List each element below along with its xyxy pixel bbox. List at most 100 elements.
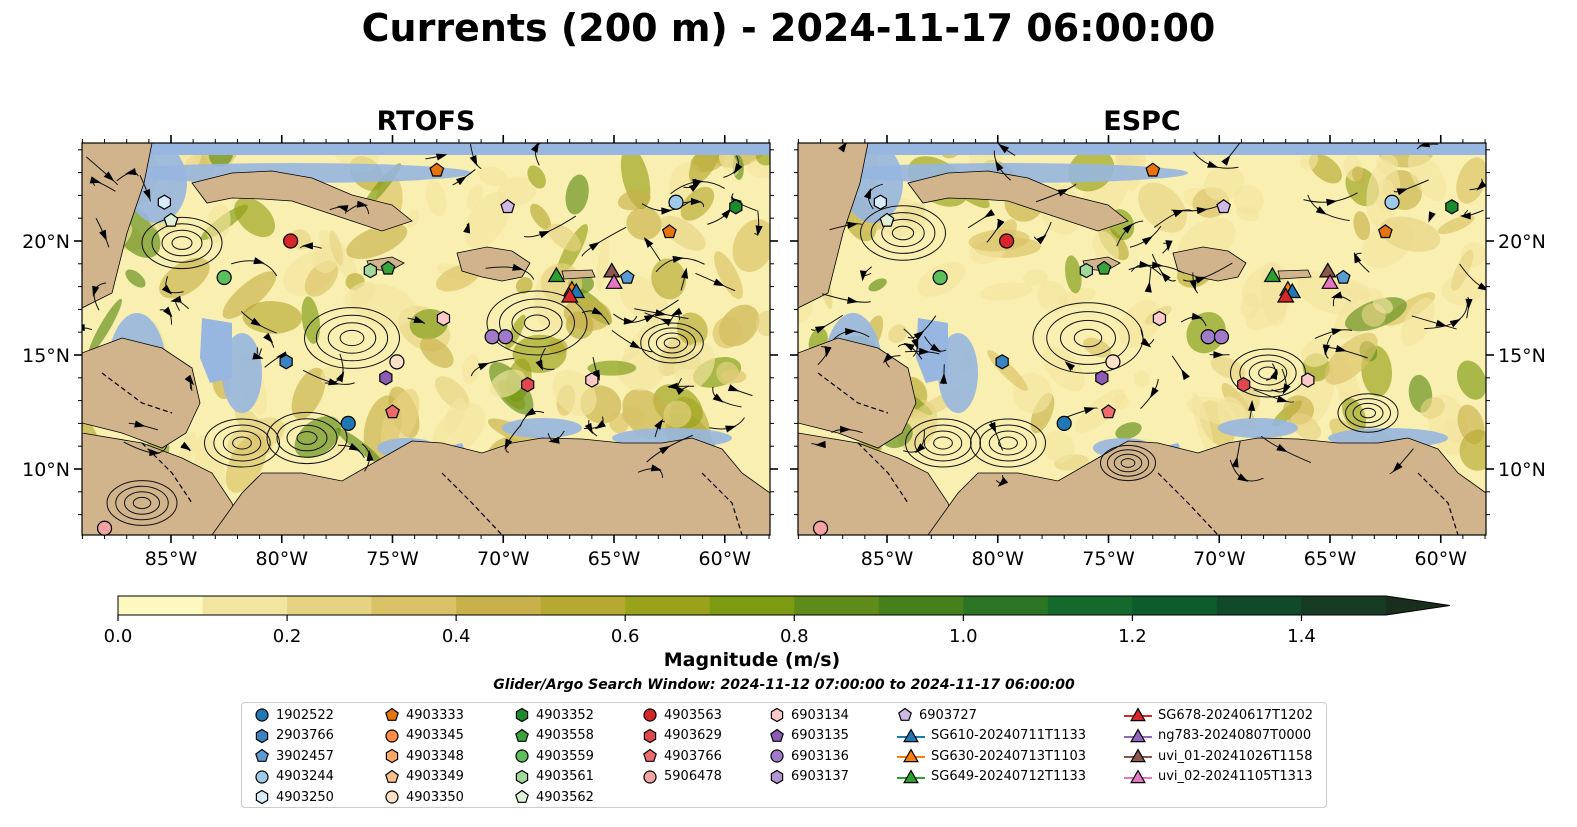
legend-item: 4903562 — [514, 789, 594, 805]
observation-marker — [283, 233, 299, 249]
colorbar-tick-label: 1.4 — [1287, 626, 1316, 647]
triangle-marker-icon — [897, 727, 925, 742]
legend-item: 4903349 — [384, 769, 464, 785]
triangle-marker-icon — [1124, 727, 1152, 742]
legend-item: 4903348 — [384, 748, 464, 764]
colorbar-tick-label: 0.0 — [104, 626, 133, 647]
hexagon-marker-icon — [515, 769, 529, 784]
legend-item: 6903135 — [769, 728, 849, 744]
x-tick-label: 65°W — [1304, 548, 1357, 570]
glider-marker — [602, 262, 621, 278]
legend-label: uvi_01-20241026T1158 — [1158, 748, 1313, 764]
glider-marker — [1276, 287, 1295, 303]
circle-marker-icon — [515, 749, 529, 763]
colorbar-segment — [709, 596, 795, 615]
legend-item: 5906478 — [642, 769, 722, 785]
y-tick-label: 15°N — [1498, 345, 1546, 367]
legend-item: 4903561 — [514, 769, 594, 785]
observation-marker — [995, 354, 1009, 370]
legend-item: SG678-20240617T1202 — [1124, 707, 1313, 723]
hexagon-marker-icon — [770, 707, 784, 723]
observation-marker — [1236, 376, 1251, 393]
x-tick-label: 85°W — [861, 548, 914, 570]
y-tick-label: 20°N — [22, 231, 70, 253]
panel-title-espc: ESPC — [1103, 106, 1181, 137]
legend-item: 3902457 — [254, 748, 334, 764]
legend: 1902522 2903766 3902457 4903244 4903250 49033… — [241, 702, 1327, 808]
glider-marker — [1321, 273, 1339, 289]
map-espc: 85°W 80°W 75°W 70°W 65°W 60°W 20°N 15°N 10°N — [790, 135, 1546, 570]
legend-item: 4903352 — [514, 707, 594, 723]
pentagon-marker-icon — [515, 728, 529, 742]
legend-item: 4903345 — [384, 728, 464, 744]
pentagon-marker-icon — [898, 707, 912, 721]
observation-marker — [363, 262, 377, 279]
colorbar-segment — [371, 596, 457, 615]
legend-label: 4903352 — [536, 707, 594, 723]
legend-label: SG610-20240711T1133 — [931, 728, 1087, 743]
observation-marker — [1445, 199, 1459, 215]
x-tick-label: 65°W — [588, 548, 641, 570]
colorbar-segment — [118, 596, 204, 615]
observation-marker — [1152, 310, 1167, 327]
observation-marker — [1079, 262, 1094, 279]
observation-marker — [96, 520, 113, 536]
legend-label: 6903136 — [791, 748, 849, 764]
observation-marker — [668, 194, 684, 210]
legend-item: 2903766 — [254, 728, 334, 744]
observation-marker — [216, 269, 232, 286]
legend-item: 6903134 — [769, 707, 849, 723]
legend-item: SG630-20240713T1103 — [897, 748, 1086, 764]
observation-marker — [1216, 199, 1232, 214]
colorbar-segment — [1047, 596, 1133, 615]
legend-label: SG678-20240617T1202 — [1158, 707, 1314, 723]
observation-marker — [619, 269, 635, 284]
legend-label: ng783-20240807T0000 — [1158, 728, 1312, 743]
observation-marker — [585, 372, 599, 388]
legend-item: 1902522 — [254, 707, 334, 723]
pentagon-marker-icon — [385, 707, 399, 721]
x-tick-label: 85°W — [145, 548, 198, 570]
legend-item: SG610-20240711T1133 — [897, 727, 1087, 744]
legend-label: 6903727 — [919, 707, 977, 723]
observation-marker — [932, 269, 948, 286]
observation-marker — [436, 310, 451, 327]
pentagon-marker-icon — [515, 789, 529, 803]
legend-item: uvi_01-20241026T1158 — [1124, 748, 1312, 764]
observation-marker — [1145, 162, 1161, 177]
legend-item: 6903137 — [769, 769, 849, 785]
legend-label: 4903345 — [406, 728, 464, 743]
observation-marker — [1101, 404, 1116, 419]
observation-marker — [380, 260, 396, 275]
legend-item: 6903136 — [769, 748, 849, 764]
colorbar-tick-label: 0.2 — [273, 626, 302, 647]
legend-label: 4903333 — [406, 707, 464, 723]
legend-label: 4903766 — [664, 748, 722, 764]
observation-marker — [157, 194, 171, 210]
hexagon-marker-icon — [255, 728, 269, 743]
colorbar-segment — [794, 596, 880, 615]
observation-marker — [429, 162, 445, 177]
legend-label: 4903562 — [536, 789, 594, 805]
observation-marker — [379, 370, 393, 386]
circle-marker-icon — [385, 728, 399, 743]
legend-item: 6903727 — [897, 707, 977, 723]
hexagon-marker-icon — [385, 748, 399, 764]
glider-marker — [547, 266, 566, 283]
colorbar-tick-label: 1.2 — [1118, 626, 1147, 647]
x-tick-label: 60°W — [1415, 548, 1468, 570]
observation-marker — [520, 376, 535, 393]
legend-label: 6903135 — [791, 728, 849, 743]
colorbar-tick-label: 0.8 — [780, 626, 809, 647]
x-tick-label: 70°W — [477, 548, 530, 570]
circle-marker-icon — [643, 708, 657, 722]
colorbar-segment — [878, 596, 964, 615]
y-tick-label: 10°N — [22, 459, 70, 481]
legend-label: 5906478 — [664, 769, 722, 784]
circle-marker-icon — [770, 749, 784, 763]
figure-title: Currents (200 m) - 2024-11-17 06:00:00 — [361, 6, 1216, 50]
observation-marker — [163, 212, 179, 227]
glider-marker — [605, 273, 623, 289]
observation-marker — [729, 199, 743, 215]
